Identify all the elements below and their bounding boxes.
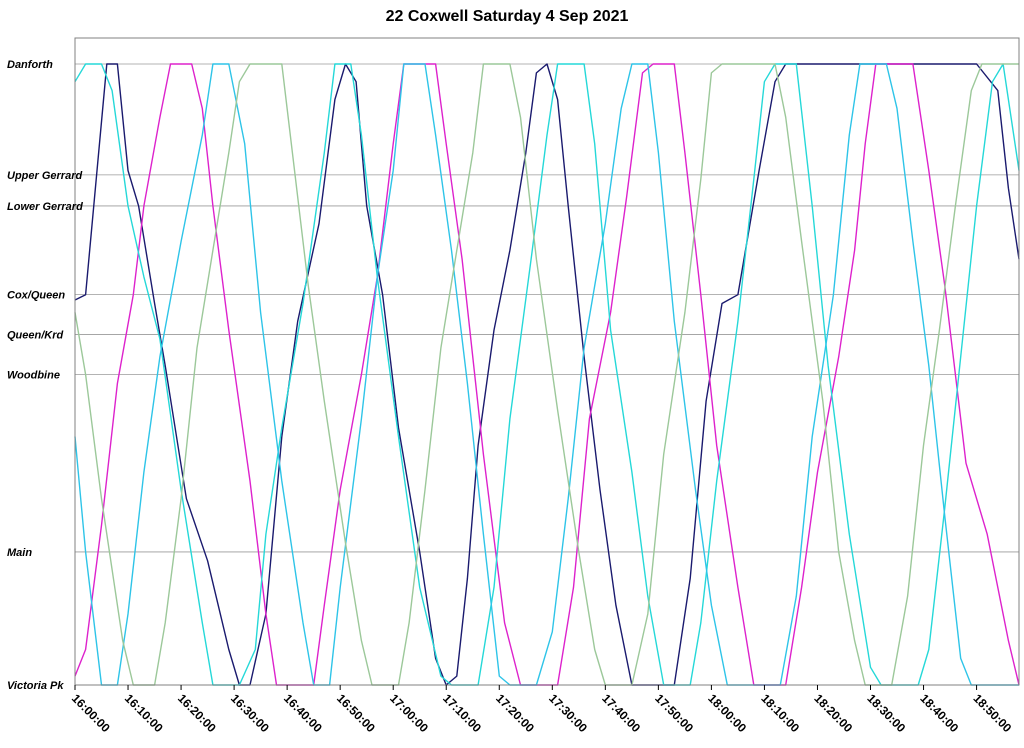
x-tick-label: 16:00:00 <box>69 691 113 735</box>
chart-title: 22 Coxwell Saturday 4 Sep 2021 <box>386 8 629 25</box>
x-tick-label: 17:00:00 <box>387 691 431 735</box>
x-tick-label: 16:20:00 <box>175 691 219 735</box>
y-tick-label: Cox/Queen <box>7 290 65 302</box>
x-tick-label: 16:40:00 <box>281 691 325 735</box>
x-tick-label: 17:50:00 <box>652 691 696 735</box>
x-tick-label: 18:10:00 <box>758 691 802 735</box>
x-tick-label: 16:30:00 <box>228 691 272 735</box>
x-tick-label: 18:40:00 <box>917 691 961 735</box>
x-axis-labels: 16:00:00 16:10:00 16:20:00 16:30:00 16:40:00… <box>69 685 1015 735</box>
x-tick-label: 17:30:00 <box>546 691 590 735</box>
y-tick-label: Queen/Krd <box>7 330 64 342</box>
x-tick-label: 16:50:00 <box>334 691 378 735</box>
grid-layer <box>75 63 1019 686</box>
x-tick-label: 16:10:00 <box>122 691 166 735</box>
y-tick-label: Main <box>7 547 32 559</box>
plot-frame <box>74 37 1020 686</box>
series-line-4 <box>74 63 1019 686</box>
x-tick-label: 18:50:00 <box>970 691 1014 735</box>
x-tick-label: 18:30:00 <box>864 691 908 735</box>
y-tick-label: Victoria Pk <box>7 680 64 692</box>
x-tick-label: 17:20:00 <box>493 691 537 735</box>
y-tick-label: Upper Gerrard <box>7 170 82 182</box>
y-tick-label: Danforth <box>7 59 53 71</box>
y-tick-label: Woodbine <box>7 370 60 382</box>
x-tick-label: 17:40:00 <box>599 691 643 735</box>
x-tick-label: 18:20:00 <box>811 691 855 735</box>
x-tick-label: 18:00:00 <box>705 691 749 735</box>
y-tick-label: Lower Gerrard <box>7 201 83 213</box>
series-line-1 <box>74 63 1020 686</box>
series-line-5 <box>74 63 1019 686</box>
y-axis-labels: Danforth Upper Gerrard Lower Gerrard Cox/Qu… <box>7 59 83 692</box>
x-tick-label: 17:10:00 <box>440 691 484 735</box>
